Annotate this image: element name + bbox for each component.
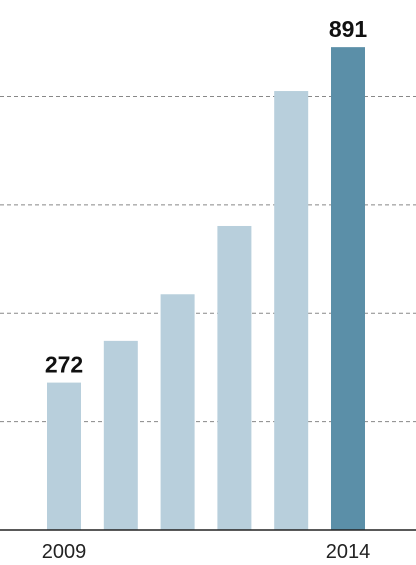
bar: [217, 226, 251, 530]
bar: [47, 383, 81, 530]
value-label: 272: [45, 352, 83, 378]
bar: [331, 47, 365, 530]
bar: [161, 294, 195, 530]
page: {"chart_data": {"type": "bar", "categori…: [0, 0, 416, 565]
x-tick-label: 2009: [42, 541, 87, 563]
value-label: 891: [329, 16, 368, 42]
chart: 2009 272 2014 891: [0, 0, 416, 565]
x-tick-label: 2014: [326, 541, 371, 563]
bar: [274, 91, 308, 530]
bar: [104, 341, 138, 530]
